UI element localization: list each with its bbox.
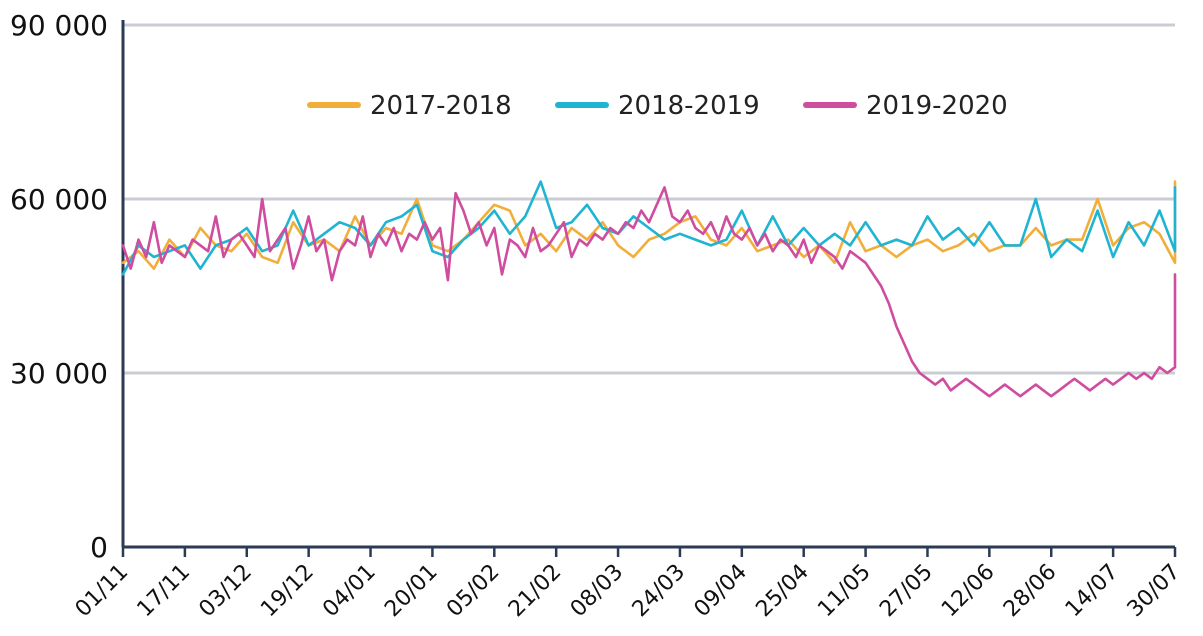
gridlines [123,23,1175,375]
x-tick-label: 03/12 [194,560,257,623]
x-tick-label: 25/04 [751,560,814,623]
y-tick-label: 60 000 [10,183,108,216]
x-tick-label: 01/11 [71,560,134,623]
x-tick-label: 09/04 [690,560,753,623]
y-tick-label: 0 [90,531,108,564]
y-axis: 0 30 000 60 000 90 000 [10,9,125,564]
x-tick-label: 11/05 [813,560,876,623]
x-tick-label: 17/11 [133,560,196,623]
x-tick-label: 28/06 [999,560,1062,623]
x-tick-label: 27/05 [875,560,938,623]
x-axis: 01/11 17/11 03/12 19/12 04/01 20/01 05/02 21/02… [71,545,1186,623]
x-tick-label: 04/01 [318,560,381,623]
legend: 2017-2018 2018-2019 2019-2020 [307,91,1008,121]
legend-label: 2019-2020 [866,91,1008,121]
x-tick-label: 12/06 [937,560,1000,623]
x-tick-label: 05/02 [442,560,505,623]
x-tick-label: 08/03 [566,560,629,623]
series-line-2018-2019 [121,180,1177,276]
x-tick-label: 24/03 [628,560,691,623]
legend-label: 2017-2018 [370,91,512,121]
legend-label: 2018-2019 [618,91,760,121]
series-line-2019-2020 [121,186,1177,398]
y-tick-label: 90 000 [10,9,108,42]
x-tick-label: 21/02 [504,560,567,623]
x-tick-label: 19/12 [256,560,319,623]
x-tick-label: 30/07 [1123,560,1186,623]
series-line-2017-2018 [121,180,1177,270]
x-tick-label: 14/07 [1061,560,1124,623]
x-tick-label: 20/01 [380,560,443,623]
y-tick-label: 30 000 [10,357,108,390]
series-lines [121,180,1177,398]
